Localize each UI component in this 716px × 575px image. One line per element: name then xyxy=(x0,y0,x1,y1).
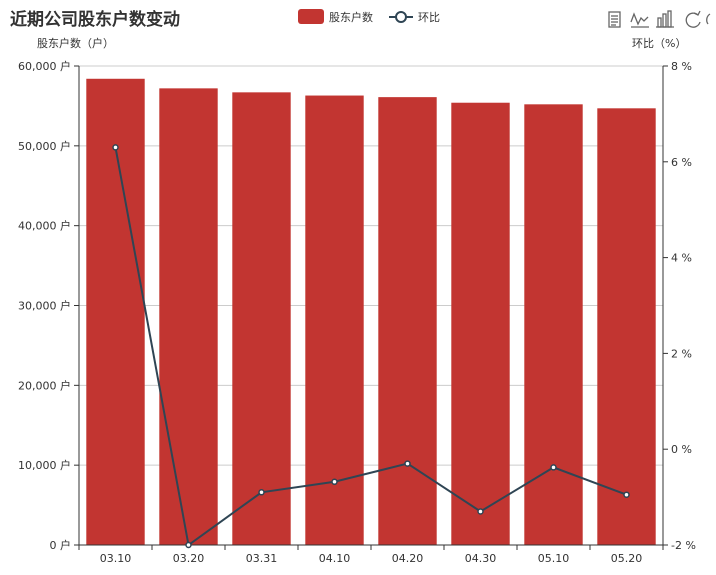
bar[interactable] xyxy=(597,108,656,545)
y-right-tick-label: 4 % xyxy=(671,252,692,265)
toolbox xyxy=(608,10,711,28)
line-point[interactable] xyxy=(258,489,265,496)
y-right-tick-label: 6 % xyxy=(671,156,692,169)
line-chart-icon[interactable] xyxy=(630,12,649,28)
y-left-tick-label: 30,000 户 xyxy=(18,299,71,313)
y-left-tick-label: 20,000 户 xyxy=(18,378,71,392)
bar[interactable] xyxy=(86,78,145,546)
y-left-ticks: 0 户 10,000 户 20,000 户 30,000 户 40,000 户 50,00… xyxy=(18,59,71,552)
legend: 股东户数 环比 xyxy=(298,9,440,24)
bar[interactable] xyxy=(232,92,291,545)
bar[interactable] xyxy=(451,102,510,546)
y-left-tick-label: 40,000 户 xyxy=(18,219,71,233)
line-point[interactable] xyxy=(404,460,411,467)
line-point[interactable] xyxy=(331,478,338,486)
x-tick-label: 03.31 xyxy=(246,552,278,565)
y-right-ticks: -2 % 0 % 2 % 4 % 6 % 8 % xyxy=(671,60,696,552)
y-right-tick-label: -2 % xyxy=(671,539,696,552)
x-ticks: 03.10 03.20 03.31 04.10 04.20 04.30 05.10 05.20 xyxy=(100,552,643,565)
y-left-tick-label: 60,000 户 xyxy=(18,59,71,73)
bar-series xyxy=(86,78,656,546)
line-point[interactable] xyxy=(185,541,192,549)
y-right-tick-label: 0 % xyxy=(671,443,692,456)
data-view-icon[interactable] xyxy=(608,11,621,28)
bar[interactable] xyxy=(159,88,218,545)
x-tick-label: 04.30 xyxy=(465,552,497,565)
y-left-tick-label: 50,000 户 xyxy=(18,139,71,153)
x-tick-label: 05.20 xyxy=(611,552,643,565)
legend-item-line[interactable]: 环比 xyxy=(389,11,440,24)
bar[interactable] xyxy=(305,95,364,545)
legend-bar-label: 股东户数 xyxy=(329,10,373,24)
line-series xyxy=(112,144,630,549)
line-point[interactable] xyxy=(550,464,557,471)
bar[interactable] xyxy=(378,97,437,545)
y-left-tick-label: 10,000 户 xyxy=(18,458,71,472)
y-right-tick-label: 8 % xyxy=(671,60,692,73)
chart-title: 近期公司股东户数变动 xyxy=(10,9,180,30)
y-left-axis-label: 股东户数（户） xyxy=(37,36,114,50)
axes xyxy=(74,65,668,550)
line-path xyxy=(114,147,627,547)
x-tick-label: 04.20 xyxy=(392,552,424,565)
bar[interactable] xyxy=(524,104,583,545)
x-tick-label: 03.20 xyxy=(173,552,205,565)
x-tick-label: 05.10 xyxy=(538,552,570,565)
legend-line-marker xyxy=(395,11,407,23)
y-left-tick-label: 0 户 xyxy=(50,538,72,552)
x-tick-label: 04.10 xyxy=(319,552,351,565)
x-tick-label: 03.10 xyxy=(100,552,132,565)
legend-bar-swatch xyxy=(298,9,324,24)
bar-chart-icon[interactable] xyxy=(656,10,674,28)
restore-icon[interactable] xyxy=(685,10,711,28)
line-point[interactable] xyxy=(477,508,484,515)
y-right-axis-label: 环比（%） xyxy=(632,37,686,50)
legend-item-bar[interactable]: 股东户数 xyxy=(298,9,373,24)
line-point[interactable] xyxy=(623,491,630,498)
line-point[interactable] xyxy=(112,144,119,151)
y-right-tick-label: 2 % xyxy=(671,347,692,360)
legend-line-label: 环比 xyxy=(418,11,440,24)
